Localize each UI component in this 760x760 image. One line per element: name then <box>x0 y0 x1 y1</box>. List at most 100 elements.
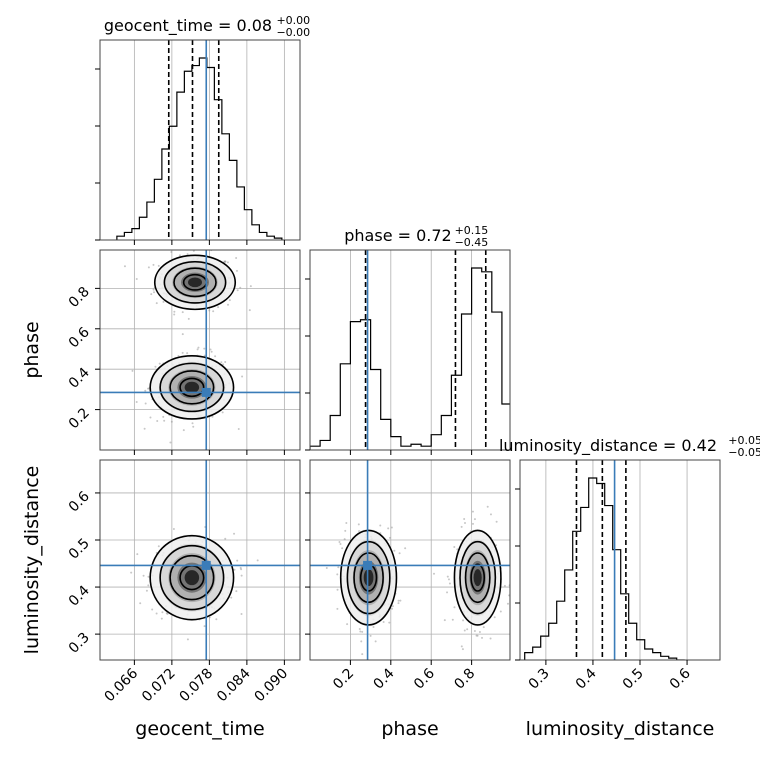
scatter-point <box>471 510 474 513</box>
scatter-point <box>186 352 189 355</box>
panel-title-geocent_time: geocent_time = 0.08 +0.00−0.00 <box>104 14 310 39</box>
scatter-point <box>388 536 391 539</box>
scatter-point <box>374 640 377 643</box>
scatter-point <box>186 638 189 641</box>
scatter-point <box>173 310 176 313</box>
scatter-point <box>208 309 211 312</box>
scatter-point <box>388 621 391 624</box>
scatter-point <box>486 505 489 508</box>
scatter-point <box>336 588 339 591</box>
x-tick-label: 0.8 <box>451 666 478 693</box>
contour-line <box>169 554 215 601</box>
scatter-point <box>237 428 240 431</box>
x-axis-label-phase: phase <box>381 718 438 740</box>
scatter-point <box>181 351 184 354</box>
scatter-point <box>433 572 436 575</box>
x-tick-label: 0.6 <box>667 665 694 692</box>
scatter-point <box>230 596 233 599</box>
contour-line <box>346 540 391 615</box>
title-text: phase = 0.72 <box>344 226 451 245</box>
title-subscript: −0.45 <box>455 236 489 249</box>
panel-border <box>99 39 301 241</box>
scatter-point <box>211 415 214 418</box>
panel-border <box>519 459 721 661</box>
y-tick-label: 0.2 <box>66 405 93 432</box>
scatter-point <box>369 634 372 637</box>
scatter-point <box>170 251 173 254</box>
scatter-point <box>473 629 476 632</box>
panel-border <box>99 459 301 661</box>
scatter-point <box>152 288 155 291</box>
scatter-point <box>153 291 156 294</box>
title-superscript: +0.05 <box>728 434 760 447</box>
y-axis-label-phase: phase <box>21 321 43 378</box>
scatter-point <box>139 602 142 605</box>
scatter-point <box>215 618 218 621</box>
x-tick-label: 0.090 <box>252 666 292 706</box>
scatter-point <box>343 538 346 541</box>
panel-border <box>99 249 301 451</box>
scatter-point <box>476 634 479 637</box>
scatter-point <box>360 640 363 643</box>
scatter-point <box>489 513 492 516</box>
title-text: luminosity_distance = 0.42 <box>499 436 717 456</box>
scatter-point <box>172 527 175 530</box>
scatter-point <box>361 630 364 633</box>
scatter-point <box>481 636 484 639</box>
scatter-point <box>147 575 150 578</box>
scatter-point <box>203 347 206 350</box>
scatter-point <box>503 584 506 587</box>
scatter-point <box>209 348 212 351</box>
scatter-point <box>227 303 230 306</box>
scatter-point <box>123 265 126 268</box>
scatter-point <box>236 559 239 562</box>
scatter-point <box>357 523 360 526</box>
scatter-point <box>336 573 339 576</box>
scatter-point <box>187 317 190 320</box>
scatter-point <box>462 619 465 622</box>
x-tick-label: 0.3 <box>526 666 553 693</box>
scatter-point <box>345 521 348 524</box>
scatter-point <box>135 401 138 404</box>
scatter-point <box>144 389 147 392</box>
contour-line <box>453 529 502 626</box>
scatter-point <box>248 309 251 312</box>
contour-line <box>149 534 235 621</box>
scatter-point <box>173 313 176 316</box>
scatter-point <box>446 591 449 594</box>
x-tick-label: 0.084 <box>214 665 254 705</box>
scatter-point <box>393 549 396 552</box>
scatter-point <box>344 529 347 532</box>
scatter-point <box>404 547 407 550</box>
y-tick-label: 0.3 <box>66 630 93 657</box>
scatter-point <box>158 362 161 365</box>
scatter-point <box>212 310 215 313</box>
scatter-point <box>149 416 152 419</box>
scatter-point <box>135 277 138 280</box>
truth-marker <box>363 560 373 570</box>
scatter-point <box>220 361 223 364</box>
scatter-point <box>372 626 375 629</box>
density-level <box>184 381 200 394</box>
x-tick-label: 0.4 <box>371 665 398 692</box>
scatter-point <box>240 568 243 571</box>
scatter-point <box>341 547 344 550</box>
scatter-point <box>453 606 456 609</box>
y-tick-label: 0.8 <box>66 284 93 311</box>
scatter-point <box>226 261 229 264</box>
title-superscript: +0.00 <box>276 14 310 27</box>
scatter-point <box>235 269 238 272</box>
panel-border <box>309 249 511 451</box>
scatter-point <box>346 623 349 626</box>
scatter-point <box>506 602 509 605</box>
scatter-point <box>191 422 194 425</box>
x-tick-label: 0.6 <box>411 665 438 692</box>
scatter-point <box>154 365 157 368</box>
y-tick-label: 0.6 <box>66 488 93 515</box>
scatter-point <box>181 333 184 336</box>
scatter-point <box>223 260 226 263</box>
scatter-point <box>249 285 252 288</box>
truth-marker <box>201 387 211 397</box>
scatter-point <box>155 302 158 305</box>
